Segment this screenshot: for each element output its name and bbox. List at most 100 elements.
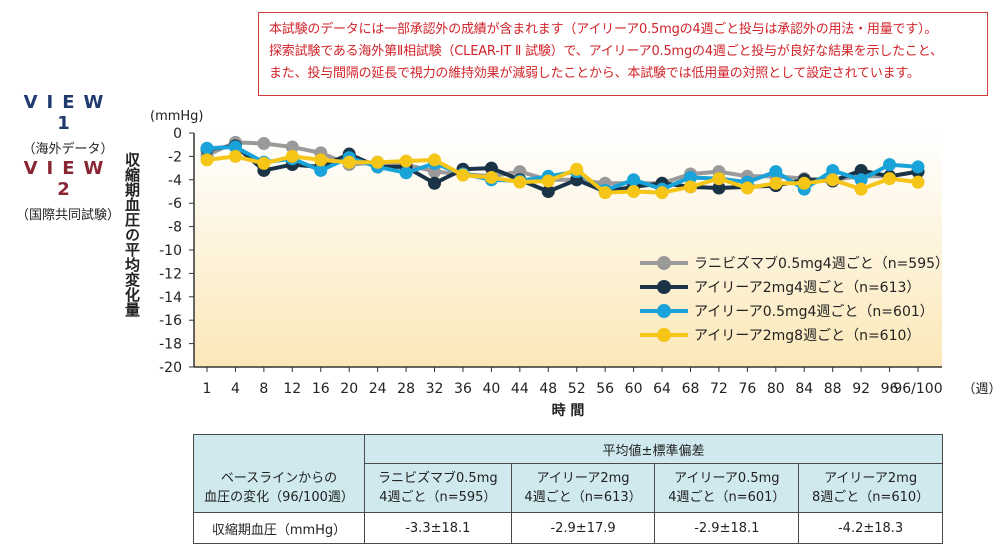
data-point: [484, 161, 498, 175]
data-point: [683, 170, 697, 184]
y-tick-label: -12: [159, 266, 182, 282]
x-tick-label: 1: [203, 381, 212, 397]
x-tick-label: 16: [312, 381, 330, 397]
data-point: [200, 153, 214, 167]
data-point: [854, 163, 868, 177]
table-group-header: 平均値±標準偏差: [364, 434, 943, 464]
y-tick-label: -6: [168, 196, 182, 212]
data-point: [228, 140, 242, 154]
x-tick-label: 28: [397, 381, 415, 397]
legend-marker: [657, 256, 671, 270]
view2-logo: VIEW 2: [23, 158, 113, 200]
data-point: [883, 158, 897, 172]
x-tick-label: 96/100: [893, 381, 942, 397]
x-tick-label: 76: [738, 381, 756, 397]
table-col-header: ラニビズマブ0.5mg 4週ごと（n=595）: [364, 463, 512, 513]
x-tick-label: 20: [340, 381, 358, 397]
x-tick-label: 80: [767, 381, 785, 397]
data-point: [200, 141, 214, 155]
note-line: 本試験のデータには一部承認外の成績が含まれます（アイリーア0.5mgの4週ごと投…: [269, 22, 938, 37]
data-point: [399, 166, 413, 180]
study-view1: VIEW 1 （海外データ）: [8, 92, 128, 157]
x-tick-label: 12: [283, 381, 301, 397]
data-point: [570, 162, 584, 176]
y-tick-label: -8: [168, 220, 182, 236]
table-col-header: アイリーア2mg 8週ごと（n=610）: [798, 463, 943, 513]
data-point: [740, 181, 754, 195]
y-tick-label: -14: [159, 290, 182, 306]
x-tick-label: 40: [482, 381, 500, 397]
table-row-label: 収縮期血圧（mmHg）: [193, 512, 365, 544]
y-tick-label: -16: [159, 313, 182, 329]
data-point: [541, 185, 555, 198]
data-point: [797, 176, 811, 190]
data-point: [769, 165, 783, 179]
note-line: また、投与間隔の延長で視力の維持効果が減弱したことから、本試験では低用量の対照と…: [269, 66, 920, 81]
data-point: [428, 153, 442, 167]
data-point: [911, 160, 925, 174]
data-point: [456, 168, 470, 182]
x-tick-label: 52: [568, 381, 586, 397]
data-point: [883, 172, 897, 186]
y-axis-title: 収縮期血圧の平均変化量: [123, 151, 141, 317]
x-tick-label: 88: [824, 381, 842, 397]
legend-label: アイリーア2mg8週ごと（n=610）: [694, 328, 920, 344]
legend-marker: [657, 304, 671, 318]
data-point: [826, 163, 840, 177]
y-tick-label: -2: [168, 149, 182, 165]
view1-label: （海外データ）: [22, 142, 114, 157]
x-tick-label: 4: [231, 381, 240, 397]
y-tick-label: -10: [159, 243, 182, 259]
data-point: [228, 149, 242, 163]
x-tick-label: 56: [596, 381, 614, 397]
x-tick-label: 68: [682, 381, 700, 397]
table-col-header: アイリーア0.5mg 4週ごと（n=601）: [654, 463, 800, 513]
y-tick-label: -4: [168, 173, 182, 189]
data-point: [598, 186, 612, 200]
data-point: [257, 137, 271, 151]
table-cell: -3.3±18.1: [364, 512, 512, 544]
data-point: [769, 176, 783, 190]
x-tick-label: 96: [881, 381, 899, 397]
data-point: [627, 173, 641, 187]
data-point: [285, 140, 299, 154]
y-tick-label: -18: [159, 337, 182, 353]
data-point: [257, 156, 271, 170]
x-tick-label: 8: [259, 381, 268, 397]
data-point: [314, 153, 328, 167]
table-row: 収縮期血圧（mmHg） -3.3±18.1 -2.9±17.9 -2.9±18.…: [193, 512, 943, 544]
legend-label: アイリーア2mg4週ごと（n=613）: [694, 280, 920, 296]
x-tick-label: 64: [653, 381, 671, 397]
data-point: [314, 163, 328, 177]
x-axis-title: 時 間: [552, 402, 585, 419]
data-point: [513, 175, 527, 189]
legend-marker: [657, 280, 671, 294]
note-line: 探索試験である海外第Ⅱ相試験（CLEAR-IT Ⅱ 試験）で、アイリーア0.5m…: [269, 44, 943, 59]
table-cell: -4.2±18.3: [798, 512, 943, 544]
x-tick-label: 24: [369, 381, 387, 397]
table-cell: -2.9±18.1: [654, 512, 800, 544]
data-point: [683, 180, 697, 194]
data-point: [399, 154, 413, 168]
x-tick-label: 92: [852, 381, 870, 397]
view1-logo: VIEW 1: [23, 92, 113, 134]
data-point: [627, 185, 641, 198]
legend-label: ラニビズマブ0.5mg4週ごと（n=595）: [694, 255, 949, 272]
data-point: [854, 173, 868, 187]
data-point: [371, 155, 385, 169]
x-tick-label: 72: [710, 381, 728, 397]
x-tick-label: 84: [795, 381, 813, 397]
study-view2: VIEW 2 （国際共同試験）: [8, 158, 128, 223]
y-tick-label: 0: [173, 126, 182, 142]
legend-label: アイリーア0.5mg4週ごと（n=601）: [694, 304, 934, 320]
data-point: [712, 181, 726, 195]
data-point: [826, 173, 840, 187]
table-row-header-title: ベースラインからの 血圧の変化（96/100週）: [193, 463, 365, 513]
table-col-header: アイリーア2mg 4週ごと（n=613）: [510, 463, 656, 513]
table-corner: [193, 434, 365, 464]
data-point: [342, 155, 356, 169]
y-tick-label: -20: [159, 360, 182, 376]
y-unit-label: (mmHg): [150, 109, 204, 124]
data-point: [484, 170, 498, 184]
x-unit-label: （週）: [962, 382, 1000, 397]
